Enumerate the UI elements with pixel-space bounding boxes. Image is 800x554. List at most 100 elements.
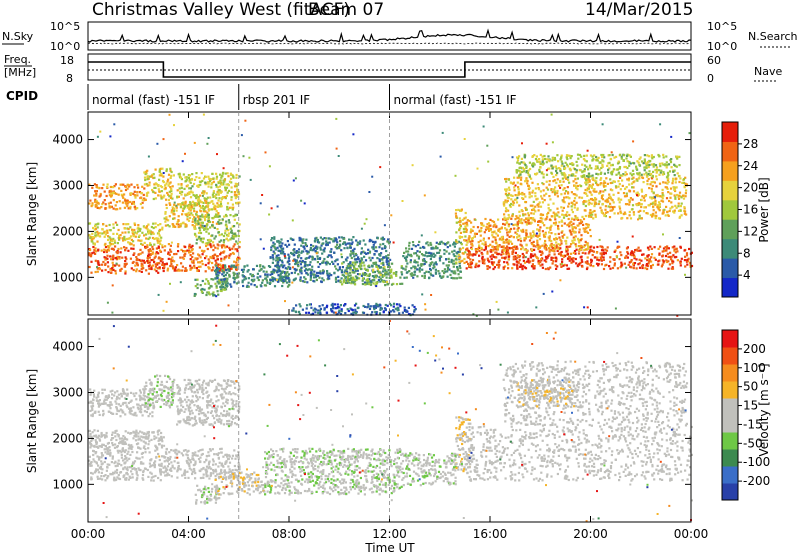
heatmap-cell	[650, 260, 653, 263]
heatmap-cell	[680, 196, 683, 199]
heatmap-cell	[423, 272, 426, 275]
heatmap-cell	[662, 181, 665, 184]
heatmap-cell	[501, 237, 505, 240]
heatmap-cell	[574, 193, 577, 196]
heatmap-cell	[188, 174, 191, 177]
heatmap-cell	[151, 264, 154, 267]
heatmap-cell	[543, 194, 546, 197]
heatmap-cell	[502, 201, 505, 204]
heatmap-cell	[655, 171, 658, 174]
heatmap-cell	[155, 270, 158, 273]
heatmap-cell	[232, 252, 235, 255]
heatmap-cell	[493, 224, 496, 227]
heatmap-cell	[669, 196, 672, 199]
heatmap-cell	[630, 250, 633, 253]
heatmap-cell	[210, 246, 213, 249]
heatmap-cell	[469, 231, 472, 234]
heatmap-cell	[335, 280, 338, 283]
heatmap-cell	[117, 193, 120, 196]
heatmap-cell	[214, 235, 217, 238]
heatmap-cell	[165, 262, 168, 265]
heatmap-cell	[504, 247, 507, 250]
heatmap-cell	[525, 223, 528, 226]
heatmap-cell	[214, 277, 217, 280]
heatmap-cell	[502, 252, 505, 255]
heatmap-cell	[132, 192, 135, 195]
heatmap-cell	[435, 263, 438, 266]
heatmap-cell	[215, 271, 218, 274]
nsearch-label: N.Search	[748, 30, 798, 43]
heatmap-cell	[678, 194, 681, 197]
heatmap-cell	[520, 219, 523, 222]
heatmap-cell	[593, 198, 596, 202]
heatmap-cell	[528, 161, 531, 164]
heatmap-cell	[310, 270, 313, 273]
heatmap-cell	[608, 161, 611, 164]
heatmap-cell	[245, 285, 249, 288]
heatmap-cell	[550, 224, 553, 227]
heatmap-cell	[298, 239, 301, 242]
heatmap-cell	[218, 278, 221, 282]
heatmap-cell	[286, 275, 290, 278]
heatmap-cell	[112, 268, 115, 271]
heatmap-cell	[531, 208, 534, 212]
heatmap-cell	[230, 198, 233, 201]
heatmap-cell	[127, 249, 130, 252]
heatmap-cell	[194, 219, 197, 222]
heatmap-cell	[228, 248, 232, 251]
heatmap-cell	[555, 258, 558, 261]
heatmap-cell	[145, 192, 149, 195]
heatmap-cell	[438, 272, 441, 275]
heatmap-cell	[177, 243, 180, 246]
heatmap-cell	[597, 262, 600, 266]
heatmap-cell	[176, 195, 179, 198]
heatmap-cell	[395, 273, 398, 276]
heatmap-cell	[587, 168, 590, 171]
heatmap-cell	[585, 180, 588, 184]
heatmap-cell	[158, 266, 161, 269]
heatmap-cell	[111, 258, 114, 261]
heatmap-cell	[97, 260, 100, 263]
heatmap-cell	[628, 203, 631, 206]
heatmap-cell	[238, 175, 241, 178]
heatmap-cell	[227, 184, 230, 187]
heatmap-cell	[522, 228, 525, 231]
heatmap-cell	[142, 267, 145, 270]
heatmap-cell	[689, 261, 692, 264]
heatmap-cell	[534, 254, 537, 257]
heatmap-cell	[129, 235, 133, 238]
heatmap-cell	[354, 252, 357, 256]
heatmap-cell	[363, 251, 366, 254]
heatmap-cell	[560, 206, 563, 209]
heatmap-cell	[510, 217, 513, 220]
heatmap-cell	[190, 212, 193, 215]
heatmap-cell	[560, 240, 563, 243]
heatmap-cell	[226, 284, 229, 287]
heatmap-cell	[552, 256, 555, 260]
heatmap-cell	[617, 212, 620, 215]
heatmap-cell	[602, 190, 605, 193]
heatmap-cell	[371, 246, 374, 249]
heatmap-cell	[665, 205, 668, 208]
heatmap-cell	[183, 187, 186, 190]
heatmap-cell	[512, 203, 515, 207]
heatmap-cell	[300, 269, 303, 272]
heatmap-cell	[671, 246, 674, 249]
heatmap-cell	[523, 219, 526, 222]
heatmap-cell	[226, 191, 229, 194]
heatmap-cell	[541, 155, 544, 158]
heatmap-cell	[678, 191, 682, 194]
heatmap-cell	[201, 291, 204, 294]
heatmap-cell	[96, 270, 99, 273]
heatmap-cell	[540, 213, 543, 216]
heatmap-cell	[580, 237, 583, 241]
heatmap-cell	[204, 183, 207, 186]
heatmap-cell	[309, 268, 312, 271]
heatmap-cell	[167, 251, 170, 254]
heatmap-cell	[534, 158, 538, 161]
heatmap-cell	[542, 173, 545, 176]
heatmap-cell	[96, 223, 99, 226]
heatmap-cell	[184, 250, 187, 253]
heatmap-cell	[129, 257, 132, 260]
heatmap-cell	[536, 241, 539, 244]
